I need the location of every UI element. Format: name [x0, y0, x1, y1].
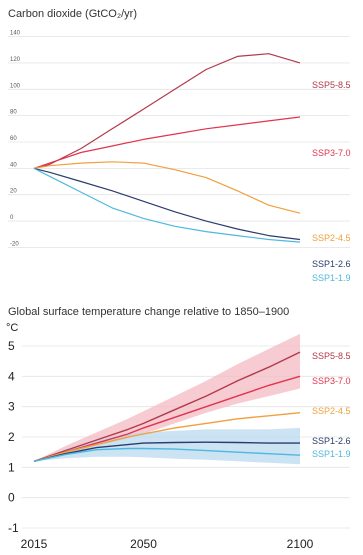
temp-x-tick-label: 2100: [287, 537, 314, 551]
co2-line-ssp3-7-0: [33, 116, 301, 169]
temp-uncertainty-band: [34, 333, 300, 462]
temp-series-label-ssp1-2-6: SSP1-2.6: [312, 436, 351, 446]
temp-line-ssp1-1-9: [33, 447, 301, 462]
co2-y-tick-label: 140: [10, 31, 21, 37]
temp-series-label-ssp2-4-5: SSP2-4.5: [312, 406, 351, 416]
temp-y-tick-label: 2: [8, 430, 15, 444]
co2-series-label-ssp2-4-5: SSP2-4.5: [312, 233, 351, 243]
co2-series-label-ssp3-7-0: SSP3-7.0: [312, 148, 351, 158]
co2-y-tick-label: 80: [10, 110, 17, 116]
temp-y-tick-label: 5: [8, 339, 15, 353]
temp-series-label-ssp3-7-0: SSP3-7.0: [312, 376, 351, 386]
temp-y-tick-label: 1: [8, 460, 15, 474]
temp-y-tick-label: 4: [8, 369, 15, 383]
temperature-chart: -1 0 1 2 3 4 5 SSP5-8.5 SSP3-7.0 SSP2-4.5 SSP1-2.6…: [8, 333, 351, 551]
co2-line-ssp1-2-6: [33, 167, 301, 241]
co2-y-tick-label: 100: [10, 83, 21, 89]
co2-series-label-ssp1-2-6: SSP1-2.6: [312, 259, 351, 269]
co2-y-tick-label: -20: [10, 241, 19, 247]
temp-line-ssp2-4-5: [33, 412, 301, 462]
co2-y-tick-label: 120: [10, 57, 21, 63]
temp-uncertainty-band: [34, 427, 300, 465]
co2-series-label-ssp1-1-9: SSP1-1.9: [312, 273, 351, 283]
temp-y-tick-label: -1: [8, 521, 19, 535]
co2-series-label-ssp5-8-5: SSP5-8.5: [312, 80, 351, 90]
co2-y-tick-label: 60: [10, 136, 17, 142]
temp-line-ssp1-2-6: [33, 441, 300, 462]
temp-y-tick-label: 3: [8, 400, 15, 414]
temp-line-ssp3-7-0: [33, 375, 301, 462]
co2-y-tick-label: 0: [10, 215, 14, 221]
temp-y-tick-label: 0: [8, 491, 15, 505]
temperature-chart-title: Global surface temperature change relati…: [8, 306, 289, 318]
co2-line-ssp2-4-5: [33, 161, 301, 214]
temp-series-label-ssp5-8-5: SSP5-8.5: [312, 351, 351, 361]
temp-line-ssp5-8-5: [33, 351, 301, 462]
co2-chart-title: Carbon dioxide (GtCO₂/yr): [8, 8, 137, 20]
co2-line-ssp5-8-5: [33, 53, 301, 169]
temperature-unit-label: °C: [6, 322, 18, 334]
temp-x-tick-label: 2050: [130, 537, 157, 551]
temp-series-label-ssp1-1-9: SSP1-1.9: [312, 449, 351, 459]
co2-chart: -20 0 20 40 60 80 100 120 140 SSP5-8.5 SSP3-7.0 SSP…: [8, 31, 351, 283]
co2-y-tick-label: 20: [10, 189, 17, 195]
temp-x-tick-label: 2015: [21, 537, 48, 551]
co2-line-ssp1-1-9: [33, 167, 301, 243]
co2-y-tick-label: 40: [10, 162, 17, 168]
